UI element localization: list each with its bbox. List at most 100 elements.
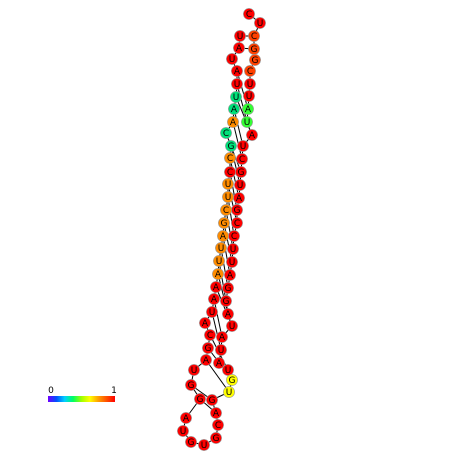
nucleotide-letter: G [188,381,195,391]
base-pair-line [232,121,243,160]
base-pair-line [218,260,227,302]
nucleotide-letter: A [213,283,220,293]
nucleotide: U [244,78,256,90]
nucleotide: G [231,204,243,216]
base-pair-line [205,359,230,393]
nucleotide-letter: U [216,257,223,267]
base-pair-line [211,311,222,351]
base-pair-line [213,298,223,338]
nucleotide-circle [213,357,225,369]
nucleotide-letter: U [244,118,251,128]
nucleotide-circle [208,293,220,305]
nucleotide-letter: A [236,194,243,204]
nucleotide-circle [237,140,249,152]
nucleotide-letter: U [225,366,232,376]
nucleotide: C [224,166,236,178]
nucleotide-letter: U [229,55,236,65]
nucleotide-letter: U [201,441,208,451]
nucleotide: A [213,357,225,369]
nucleotide: U [227,243,239,255]
nucleotide-letter: G [213,434,220,444]
nucleotide-circle [231,78,243,90]
nucleotide-circle [241,116,253,128]
nucleotide: C [228,230,240,242]
nucleotide-circle [215,344,227,356]
base-pair-line [227,183,238,224]
nucleotide-letter: U [240,142,247,152]
nucleotide-letter: A [213,409,220,419]
nucleotide-circle [226,320,238,332]
nucleotide: C [220,127,232,139]
nucleotide: U [243,90,255,102]
nucleotide-circle [223,386,235,398]
nucleotide: A [222,308,234,320]
nucleotide-circle [236,153,248,165]
nucleotide-letter: C [223,206,229,216]
nucleotide-circle [218,217,230,229]
nucleotide-letter: U [225,180,232,190]
nucleotide: A [217,230,229,242]
nucleotide-circle [224,166,236,178]
nucleotide-letter: A [202,319,209,329]
base-pair-line [233,108,244,147]
nucleotide-letter: U [257,19,264,29]
nucleotide: U [230,91,242,103]
nucleotide-letter: U [225,193,232,203]
nucleotide-letter: U [246,92,253,102]
nucleotide-letter: A [219,333,226,343]
nucleotide-letter: G [251,45,258,55]
nucleotide: A [242,103,254,115]
nucleotide-circle [220,295,232,307]
nucleotide-letter: G [225,284,232,294]
nucleotide: C [224,152,236,164]
base-pair-line [225,209,234,250]
nucleotide-letter: C [223,129,229,139]
nucleotide-circle [185,436,197,448]
nucleotide-circle [210,407,222,419]
base-pair-line [229,171,238,211]
nucleotide: U [237,140,249,152]
base-pair-line [225,132,242,173]
nucleotide-letter: G [205,344,212,354]
nucleotide: U [234,30,246,42]
nucleotide-circle [212,268,224,280]
nucleotide-circle [222,282,234,294]
nucleotide-circle [220,204,232,216]
nucleotide: U [222,364,234,376]
nucleotide-letter: G [228,142,235,152]
nucleotide-letter: U [229,322,236,332]
nucleotide-circle [222,308,234,320]
nucleotide: A [208,293,220,305]
nucleotide-letter: U [218,244,225,254]
nucleotide: U [198,439,210,451]
nucleotide: U [206,306,218,318]
nucleotide-letter: G [238,168,245,178]
nucleotide-circle [244,78,256,90]
nucleotide: A [180,412,192,424]
nucleotide-circle [216,331,228,343]
nucleotide-letter: A [211,295,218,305]
nucleotide-letter: U [218,346,225,356]
nucleotide: U [188,364,200,376]
nucleotide: U [254,17,266,29]
nucleotide: U [223,386,235,398]
nucleotide: G [225,140,237,152]
nucleotide: A [216,331,228,343]
nucleotide-circle [206,306,218,318]
nucleotide-circle [227,116,239,128]
nucleotide-circle [188,364,200,376]
nucleotide-letter: U [180,427,187,437]
nucleotide-circle [194,393,206,405]
nucleotide-circle [204,329,216,341]
nucleotide: G [218,217,230,229]
nucleotide-circle [199,317,211,329]
nucleotide-letter: G [221,219,228,229]
nucleotide-letter: C [215,421,221,431]
nucleotide: A [224,269,236,281]
nucleotide-letter: A [183,414,190,424]
nucleotide-letter: C [239,155,245,165]
colorbar-min-label: 0 [48,386,54,396]
nucleotide-letter: U [247,80,254,90]
nucleotide: U [226,53,238,65]
